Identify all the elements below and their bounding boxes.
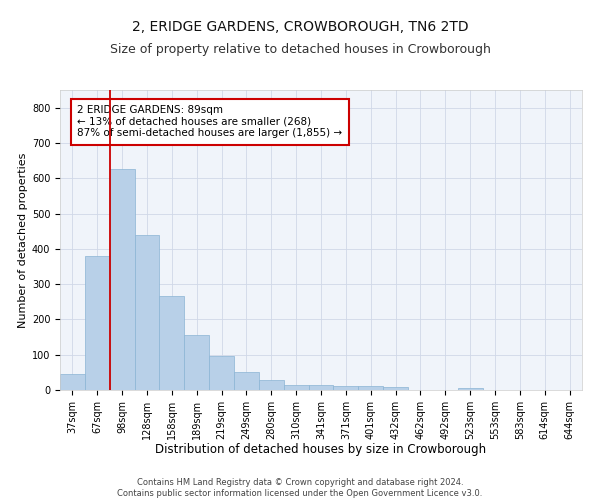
Bar bbox=[134, 236, 160, 390]
Y-axis label: Number of detached properties: Number of detached properties bbox=[17, 152, 28, 328]
Text: 2 ERIDGE GARDENS: 89sqm
← 13% of detached houses are smaller (268)
87% of semi-d: 2 ERIDGE GARDENS: 89sqm ← 13% of detache… bbox=[77, 105, 343, 138]
Bar bbox=[259, 380, 284, 390]
Bar bbox=[358, 386, 383, 390]
Bar bbox=[383, 387, 408, 390]
Bar bbox=[458, 388, 482, 390]
Bar bbox=[184, 336, 209, 390]
Bar bbox=[85, 256, 110, 390]
Bar bbox=[110, 170, 134, 390]
Bar bbox=[60, 374, 85, 390]
X-axis label: Distribution of detached houses by size in Crowborough: Distribution of detached houses by size … bbox=[155, 444, 487, 456]
Text: 2, ERIDGE GARDENS, CROWBOROUGH, TN6 2TD: 2, ERIDGE GARDENS, CROWBOROUGH, TN6 2TD bbox=[131, 20, 469, 34]
Bar bbox=[308, 384, 334, 390]
Text: Size of property relative to detached houses in Crowborough: Size of property relative to detached ho… bbox=[110, 42, 490, 56]
Text: Contains HM Land Registry data © Crown copyright and database right 2024.
Contai: Contains HM Land Registry data © Crown c… bbox=[118, 478, 482, 498]
Bar bbox=[234, 372, 259, 390]
Bar bbox=[284, 384, 308, 390]
Bar bbox=[334, 386, 358, 390]
Bar bbox=[209, 356, 234, 390]
Bar bbox=[160, 296, 184, 390]
